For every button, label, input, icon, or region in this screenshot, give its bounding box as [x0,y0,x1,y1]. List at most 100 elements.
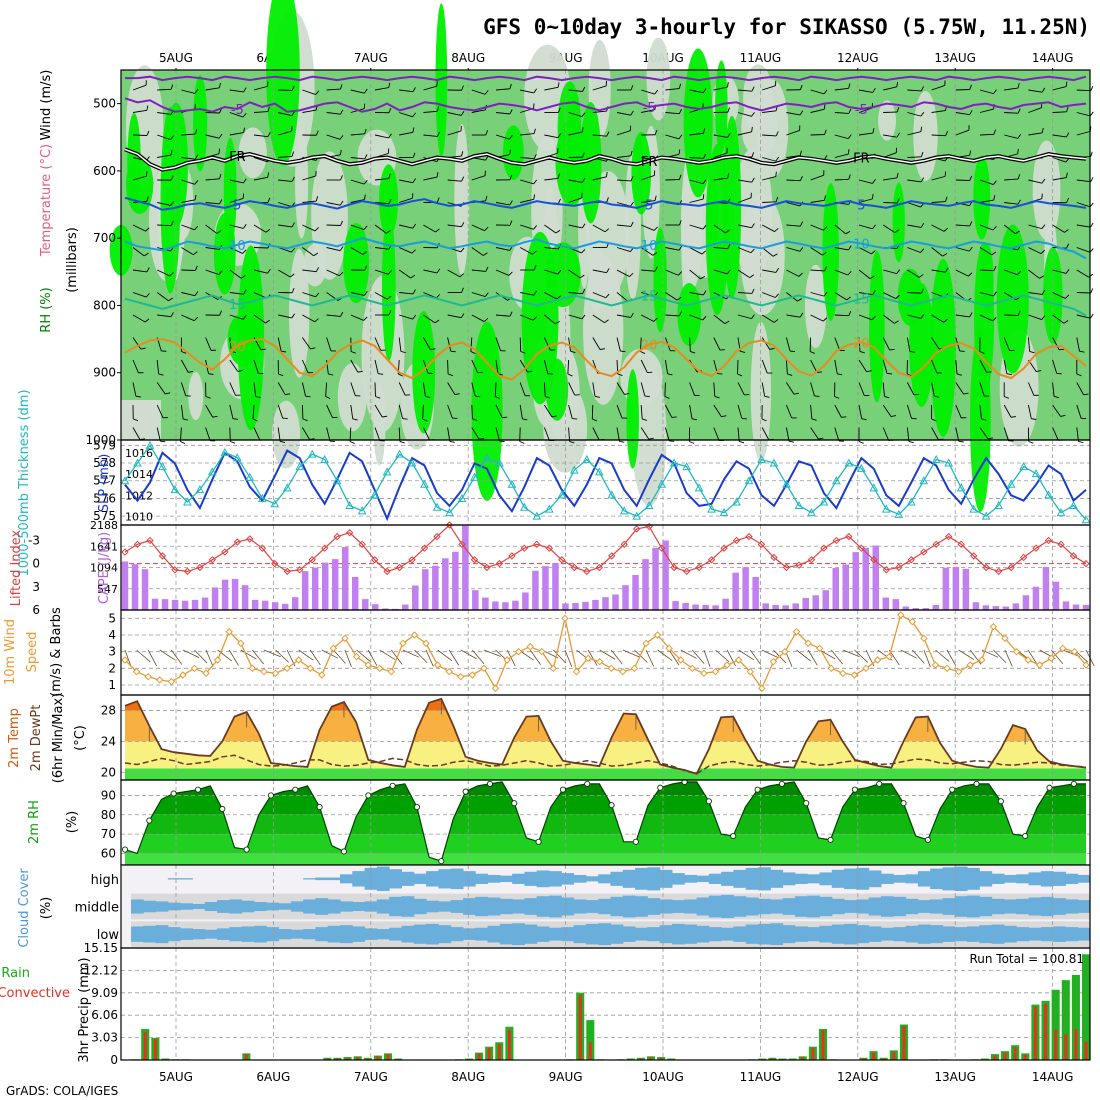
cape-tick-label: 2188 [90,519,118,532]
wind-barb-flag [170,220,174,226]
wind-barb-flag [484,226,489,232]
wind-barb [1052,134,1067,138]
wind-barb-flag [410,274,416,279]
wind-barb-flag [969,175,973,181]
cloud-cell [352,871,366,887]
cloud-cell [241,900,255,913]
cloud-cell [696,925,710,943]
cape-bar [942,567,950,610]
cloud-cell [745,867,759,890]
lifted-index-point [233,538,242,546]
wind-barb [883,269,897,275]
cape-bar [952,566,960,610]
lifted-index-point [732,536,741,545]
wind-barb [713,134,728,138]
wind-barb [616,269,630,277]
cloud-cell [327,899,341,914]
wind-tick-label: 4 [108,628,116,642]
date-label-top: 12AUG [837,51,879,65]
wind-barb-flag [146,130,150,136]
wind-barb-flag [799,150,802,156]
wind-barb [907,131,922,136]
wind10m-point [294,656,303,664]
wind-barb [157,202,171,206]
wind-barb-flag [717,373,723,375]
cloud-cell [647,927,661,942]
wind-barb-flag [678,245,683,251]
wind-barb [399,89,414,93]
wind-barb-flag [144,318,150,323]
wind-barb [302,337,311,350]
wind-barb-flag [945,130,949,136]
wind-barb-flag [1039,275,1045,279]
wind-barb-flag [398,373,403,377]
wind-barb-flag [216,230,222,234]
wind-barb [737,247,752,254]
cloud-cell [770,899,784,914]
cape-bar [331,559,339,610]
wind-barb-flag [1017,108,1021,114]
cape-bar [812,595,819,610]
wind10m-point [318,671,326,679]
cloud-cell [475,873,489,884]
cloud-cell [278,929,292,940]
precip-convective-bar [588,1042,592,1060]
wind-barb-flag [993,265,997,271]
wind-barb-flag [411,249,416,254]
cloud-cell [438,925,452,944]
wind-barb [907,89,922,92]
wind-barb [326,247,341,252]
thickness-point [507,479,517,488]
thickness-point [245,472,255,481]
wind-barb-flag [872,128,875,134]
wind-barb [665,269,679,276]
wind10m-point [653,631,662,639]
cloud-cell [721,871,734,886]
wind10m-point [457,672,465,681]
wind-barb [882,382,885,397]
precip-convective-bar [386,1054,390,1060]
cloud-cell [684,874,698,883]
cloud-cell [647,867,661,891]
wind10m-point [248,664,257,673]
wind10m-barb [900,649,917,659]
wind-barb-flag [436,172,439,178]
wind-barb [1052,382,1055,397]
precip-convective-bar [801,1057,805,1060]
cloud-cell [475,896,489,917]
wind-barb [616,247,631,253]
wind-barb-flag [968,246,973,252]
cloud-cell [893,896,907,917]
lifted-index-point [845,532,853,541]
wind-barb [641,175,655,181]
temp-axis-label-1: 2m Temp [7,708,22,768]
cape-bar [161,599,169,610]
wind-barb-flag [450,350,456,353]
wind-barb [640,359,648,373]
wind-barb [132,224,146,232]
cape-bar [372,604,379,610]
cloud-cell [819,925,833,943]
wind10m-barb [402,649,420,658]
cloud-cell [462,898,476,915]
cloud-cell [561,897,575,916]
rh-dry-patch [373,382,386,466]
wind-barb-flag [931,418,937,422]
wind-barb-flag [362,251,368,255]
wind-barb-flag [291,151,294,157]
wind-barb [834,404,842,418]
wind-barb [1052,337,1060,351]
cape-bar [622,585,629,610]
wind-barb-flag [551,415,557,418]
wind-barb [1027,404,1032,419]
wind-barb-flag [654,266,658,272]
cloud-cell [659,869,673,888]
cloud-cell [954,927,968,942]
cape-bar [1002,606,1010,610]
wind-barb [616,337,621,352]
precip-convective-bar [993,1055,997,1060]
wind-barb-flag [499,440,505,443]
wind-barb-flag [691,418,698,421]
lifted-index-point [395,563,404,572]
cloud-cell [536,926,550,942]
